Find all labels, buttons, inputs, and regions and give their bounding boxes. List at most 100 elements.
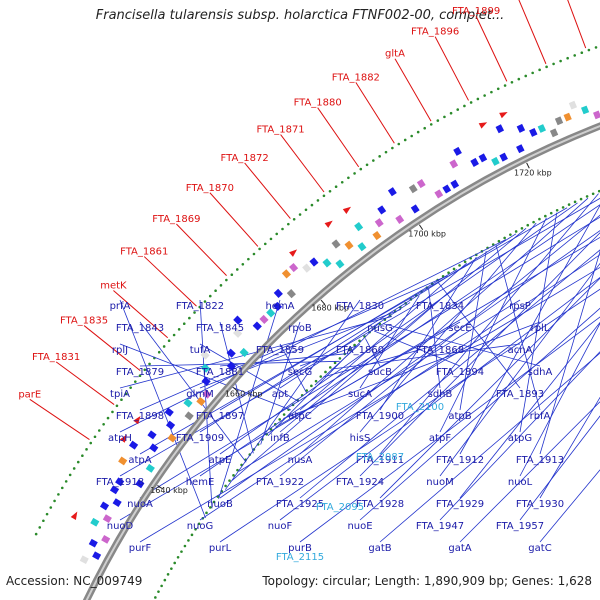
map-title: Francisella tularensis subsp. holarctica…: [95, 8, 505, 23]
label-leader: [143, 256, 197, 307]
gene-label: FTA_1913: [516, 455, 564, 466]
gene-label: sucA: [348, 389, 372, 400]
inner-dot: [458, 264, 461, 267]
gene-feature: [165, 420, 176, 430]
reverse-gene-arrow: [324, 220, 333, 228]
gene-label: glmM: [186, 389, 214, 400]
kbp-tick-label: 1640 kbp: [150, 486, 188, 495]
gene-feature: [434, 189, 444, 199]
gene-feature: [453, 146, 462, 156]
gene-label: FTA_1957: [496, 521, 544, 532]
gene-label: FTA_1928: [356, 499, 404, 510]
inner-dot: [224, 484, 227, 488]
outer-dot: [403, 138, 407, 142]
gene-label: purB: [288, 543, 312, 554]
inner-dot: [170, 567, 173, 570]
gene-feature: [200, 350, 210, 360]
gene-label: tpiA: [110, 389, 130, 400]
label-leader: [317, 107, 360, 168]
gene-feature: [331, 239, 341, 249]
gene-label: FTA_2115: [276, 552, 324, 563]
label-leader: [119, 239, 507, 433]
outer-dot: [490, 90, 493, 94]
gene-feature: [554, 116, 564, 126]
gene-feature: [183, 398, 193, 408]
label-leader: [439, 351, 600, 521]
label-leader: [55, 361, 115, 405]
gene-feature: [226, 348, 236, 358]
reverse-gene-arrow: [478, 122, 488, 129]
outer-dot: [133, 380, 137, 383]
label-leader: [176, 223, 227, 276]
inner-dot: [232, 474, 235, 477]
label-leader: [434, 36, 469, 101]
gene-label: nuoD: [107, 521, 134, 532]
gene-feature: [408, 184, 418, 194]
inner-dot: [447, 271, 450, 274]
label-leader: [139, 207, 568, 455]
gene-label: FTA_1868: [416, 345, 464, 356]
inner-dot: [514, 230, 518, 233]
gene-feature: [410, 204, 420, 214]
gene-label: atpF: [429, 433, 451, 444]
inner-dot: [526, 223, 530, 227]
gene-label: sdhA: [528, 367, 553, 378]
gene-feature: [149, 443, 159, 453]
label-leader: [139, 216, 600, 499]
gene-feature: [102, 514, 112, 524]
gene-label: FTA_1869: [152, 214, 200, 225]
outer-dot: [42, 519, 45, 523]
outer-dot: [287, 222, 290, 226]
outer-dot: [545, 65, 548, 69]
gene-label: rplL: [531, 323, 550, 334]
outer-dot: [580, 51, 584, 55]
label-leader: [299, 197, 589, 455]
kbp-tick-label: 1680 kbp: [311, 304, 349, 313]
label-leader: [231, 299, 441, 481]
gene-feature: [499, 152, 508, 162]
gene-label: FTA_1822: [176, 301, 224, 312]
gene-feature: [495, 124, 505, 134]
label-leader: [219, 202, 578, 455]
label-leader: [459, 401, 600, 543]
kbp-ticks-layer: 1640 kbp 1660 kbp 1680 kbp 1700 kbp 1720 kbp…: [150, 162, 552, 495]
reverse-gene-arrow: [289, 249, 298, 257]
label-leader: [475, 16, 508, 82]
outer-dot: [252, 252, 256, 256]
outer-dot: [328, 189, 332, 193]
label-leader: [113, 290, 169, 339]
gene-label: FTA_1830: [336, 301, 384, 312]
gene-feature: [147, 430, 157, 440]
outer-dot: [594, 46, 598, 49]
label-leader: [331, 343, 521, 370]
gene-label: rpoB: [288, 323, 312, 334]
outer-dot: [64, 480, 68, 483]
outer-dot: [263, 242, 267, 246]
label-leader: [355, 82, 395, 144]
inner-dot: [183, 544, 187, 548]
outer-dot: [559, 59, 562, 63]
gene-label: FTA_1918: [96, 477, 144, 488]
gene-label: rbfA: [530, 411, 551, 422]
outer-dot: [573, 54, 577, 57]
label-leader: [459, 321, 600, 499]
inner-dot: [338, 357, 342, 360]
label-leader: [379, 193, 599, 455]
inner-dot: [549, 211, 553, 215]
label-leader: [365, 338, 381, 367]
label-leader: [219, 353, 349, 367]
label-leader: [139, 266, 600, 543]
gene-label: hemE: [186, 477, 215, 488]
label-leader: [428, 288, 441, 389]
outer-dot: [115, 404, 119, 408]
label-leader: [299, 316, 600, 543]
outer-dot: [359, 167, 363, 171]
gene-label: FTA_1900: [356, 411, 404, 422]
label-leader: [219, 321, 254, 454]
outer-dot: [292, 218, 296, 221]
inner-dot: [532, 220, 535, 224]
outer-dot: [85, 448, 88, 451]
gene-label: atpA: [128, 455, 151, 466]
outer-dot: [157, 350, 161, 354]
